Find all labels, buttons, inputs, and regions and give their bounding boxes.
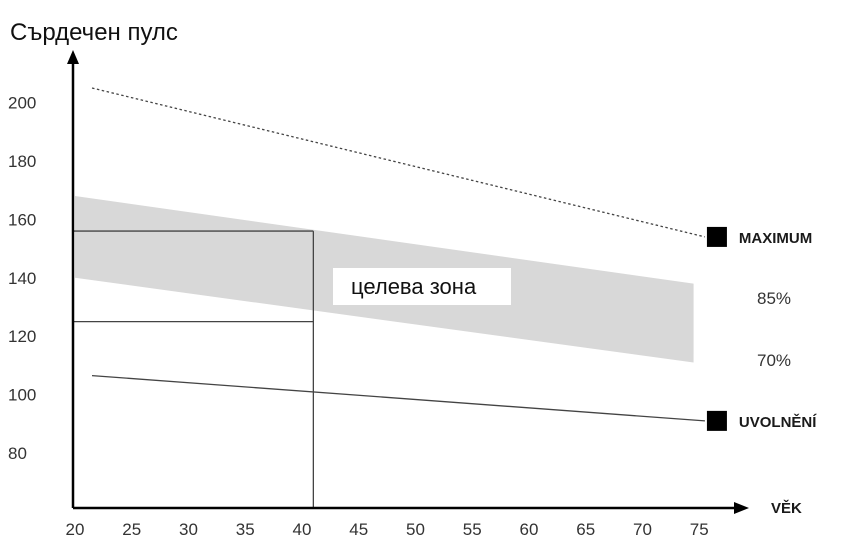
series-line-uvoln-n-	[91, 374, 705, 422]
x-axis-label: VĚK	[771, 499, 802, 517]
x-tick-label: 75	[690, 520, 709, 539]
x-tick-label: 65	[576, 520, 595, 539]
y-axis-arrow	[67, 50, 79, 64]
x-tick-label: 30	[179, 520, 198, 539]
x-tick-label: 25	[122, 520, 141, 539]
y-tick-label: 180	[8, 152, 36, 171]
x-axis-arrow	[734, 502, 749, 514]
series-marker-uvoln-n-	[706, 410, 727, 431]
y-tick-label: 120	[8, 327, 36, 346]
x-tick-label: 20	[66, 520, 85, 539]
band-upper-label: 85%	[757, 289, 791, 308]
y-tick-label: 200	[8, 94, 36, 113]
y-axis-label: Сърдечен пулс	[10, 19, 178, 46]
x-tick-label: 35	[236, 520, 255, 539]
y-tick-label: 160	[8, 210, 36, 229]
y-tick-label: 100	[8, 386, 36, 405]
y-tick-label: 80	[8, 444, 27, 463]
band-lower-label: 70%	[757, 351, 791, 370]
series-label-uvoln-n-: UVOLNĚNÍ	[739, 413, 817, 431]
series-label-maximum: MAXIMUM	[739, 230, 812, 247]
x-tick-label: 45	[349, 520, 368, 539]
x-tick-label: 55	[463, 520, 482, 539]
x-tick-label: 70	[633, 520, 652, 539]
series-marker-maximum	[706, 226, 727, 247]
x-tick-label: 60	[520, 520, 539, 539]
target-zone-label-bg	[333, 268, 511, 305]
target-zone-label: целева зона	[351, 274, 477, 299]
x-tick-label: 40	[293, 520, 312, 539]
x-tick-label: 50	[406, 520, 425, 539]
series-line-maximum	[91, 87, 706, 238]
y-tick-label: 140	[8, 269, 36, 288]
